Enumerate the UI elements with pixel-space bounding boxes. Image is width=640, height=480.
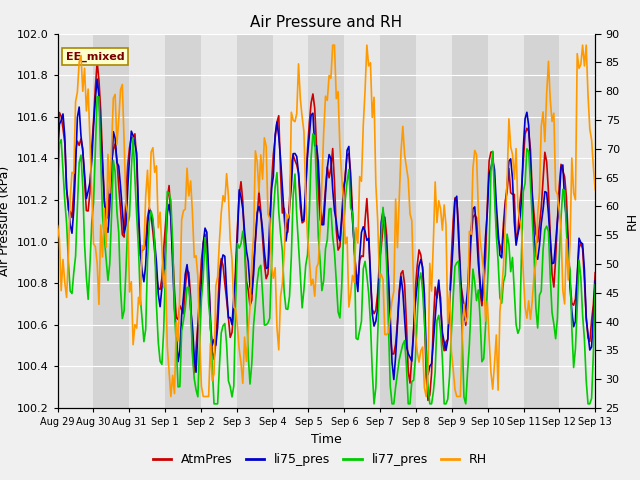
Bar bbox=[129, 34, 165, 408]
Bar bbox=[93, 34, 129, 408]
Bar bbox=[416, 34, 452, 408]
Bar bbox=[237, 34, 273, 408]
Y-axis label: RH: RH bbox=[625, 212, 638, 230]
Bar bbox=[308, 34, 344, 408]
Bar bbox=[524, 34, 559, 408]
X-axis label: Time: Time bbox=[311, 432, 342, 445]
Bar bbox=[380, 34, 416, 408]
Bar bbox=[631, 34, 640, 408]
Bar bbox=[595, 34, 631, 408]
Text: EE_mixed: EE_mixed bbox=[66, 52, 124, 62]
Bar bbox=[452, 34, 488, 408]
Bar bbox=[344, 34, 380, 408]
Legend: AtmPres, li75_pres, li77_pres, RH: AtmPres, li75_pres, li77_pres, RH bbox=[148, 448, 492, 471]
Bar bbox=[273, 34, 308, 408]
Bar bbox=[488, 34, 524, 408]
Bar bbox=[201, 34, 237, 408]
Title: Air Pressure and RH: Air Pressure and RH bbox=[250, 15, 403, 30]
Bar bbox=[559, 34, 595, 408]
Bar bbox=[165, 34, 201, 408]
Bar bbox=[58, 34, 93, 408]
Y-axis label: Air Pressure (kPa): Air Pressure (kPa) bbox=[0, 166, 12, 276]
